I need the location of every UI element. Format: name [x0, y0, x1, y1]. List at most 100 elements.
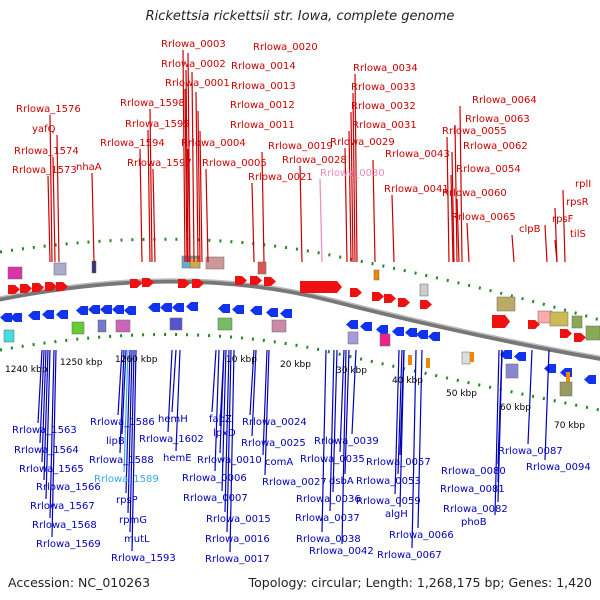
top-gene-label: Rrlowa_1594 [100, 138, 165, 149]
small-feature-mark [470, 352, 474, 362]
top-label-leader [459, 105, 463, 263]
forward-gene-arrow [574, 333, 586, 342]
scale-label: 60 kbp [500, 403, 531, 413]
bottom-label-leader [219, 349, 225, 454]
forward-gene-arrow [560, 329, 572, 338]
reverse-gene-arrow [10, 313, 22, 322]
lower-track-ring [0, 332, 600, 412]
bottom-gene-label: Rrlowa_0016 [205, 534, 270, 545]
bottom-label-leader [117, 349, 123, 416]
top-label-leader [195, 91, 199, 263]
bottom-label-leader [341, 349, 347, 545]
reverse-gene-arrow [0, 313, 12, 322]
bottom-label-leader [45, 349, 51, 500]
top-gene-label: nhaA [76, 162, 102, 173]
top-gene-label: Rrlowa_1597 [127, 158, 192, 169]
bottom-label-leader [321, 349, 327, 533]
top-label-leader [147, 129, 151, 263]
top-gene-label: Rrlowa_0041 [384, 184, 449, 195]
reverse-gene-arrow [56, 310, 68, 319]
forward-gene-arrow [56, 282, 68, 291]
gene-feature-box [347, 331, 359, 345]
bottom-label-leader [399, 349, 405, 508]
bottom-label-leader [51, 349, 57, 538]
scale-label: 20 kbp [280, 360, 311, 370]
top-label-leader [354, 73, 358, 263]
bottom-gene-label: Rrlowa_1565 [19, 464, 84, 475]
small-feature-mark [566, 372, 570, 382]
reverse-gene-arrow [250, 306, 262, 315]
top-gene-label: Rrlowa_0034 [353, 63, 418, 74]
top-gene-label: Rrlowa_0003 [161, 39, 226, 50]
top-gene-label: Rrlowa_0063 [465, 114, 530, 125]
top-gene-label: Rrlowa_0002 [161, 59, 226, 70]
bottom-label-leader [229, 349, 235, 553]
bottom-label-leader [175, 349, 181, 452]
bottom-gene-label: phoB [461, 517, 487, 528]
top-label-leader [91, 172, 95, 263]
map-title: Rickettsia rickettsii str. Iowa, complet… [145, 9, 455, 24]
top-label-leader [372, 159, 376, 263]
bottom-label-leader [39, 349, 45, 444]
bottom-label-leader [251, 349, 257, 437]
bottom-label-leader [129, 349, 135, 533]
bottom-label-leader [544, 349, 550, 461]
forward-gene-arrow [372, 292, 384, 301]
top-gene-label: rpsR [566, 197, 589, 208]
reverse-gene-arrow [514, 352, 526, 361]
gene-feature-box [461, 351, 471, 365]
reverse-gene-arrow [42, 310, 54, 319]
top-gene-label: Rrlowa_0043 [385, 149, 450, 160]
reverse-gene-arrow [124, 306, 136, 315]
gene-feature-box [91, 260, 97, 274]
gene-feature-box [559, 381, 573, 397]
top-label-leader [350, 111, 354, 263]
reverse-gene-arrow [148, 303, 160, 312]
top-label-leader [391, 194, 395, 263]
top-label-leader [56, 134, 60, 263]
bottom-label-leader [264, 349, 270, 476]
top-label-leader [562, 189, 566, 263]
forward-gene-arrow [20, 284, 32, 293]
genome-backbone [0, 278, 600, 361]
bottom-gene-label: Rrlowa_1567 [30, 501, 95, 512]
reverse-gene-arrow [360, 322, 372, 331]
top-gene-label: Rrlowa_1576 [16, 104, 81, 115]
bottom-gene-label: Rrlowa_0057 [366, 457, 431, 468]
gene-feature-box [257, 261, 267, 275]
top-label-leader [454, 124, 458, 263]
forward-gene-arrow [350, 288, 362, 297]
top-gene-label: Rrlowa_1574 [14, 146, 79, 157]
scale-labels: 1240 kbp 1250 kbp 1260 kbp 10 kbp 20 kbp 30 k… [5, 355, 585, 431]
gene-feature-box [217, 317, 233, 331]
gene-feature-box [549, 311, 569, 327]
top-label-leader [187, 148, 191, 263]
reverse-gene-arrow [112, 305, 124, 314]
forward-gene-arrow [528, 320, 540, 329]
bottom-label-leader [37, 349, 43, 424]
reverse-gene-arrow [218, 304, 230, 313]
scale-label: 1240 kbp [5, 365, 48, 375]
top-label-leader [149, 108, 153, 263]
top-gene-label: rpsF [552, 214, 574, 225]
bottom-label-leader [262, 349, 268, 456]
top-gene-label: Rrlowa_0032 [351, 101, 416, 112]
reverse-gene-arrow [346, 320, 358, 329]
bottom-label-leader [119, 349, 125, 454]
bottom-gene-label: Rrlowa_0059 [356, 496, 421, 507]
forward-gene-arrow [300, 281, 342, 293]
bottom-label-leader [167, 349, 173, 433]
bottom-gene-label: Rrlowa_0039 [314, 436, 379, 447]
top-label-leader [450, 174, 454, 263]
reverse-gene-arrow [405, 328, 417, 337]
gene-feature-box [97, 319, 107, 333]
bottom-label-leader [344, 349, 350, 475]
accession-label: Accession: NC_010263 [8, 575, 151, 590]
reverse-gene-arrow [376, 325, 388, 334]
top-gene-label: Rrlowa_0031 [352, 120, 417, 131]
gene-feature-box [419, 283, 429, 297]
reverse-gene-arrow [88, 305, 100, 314]
small-feature-mark [426, 358, 430, 368]
top-label-leader [456, 198, 460, 263]
